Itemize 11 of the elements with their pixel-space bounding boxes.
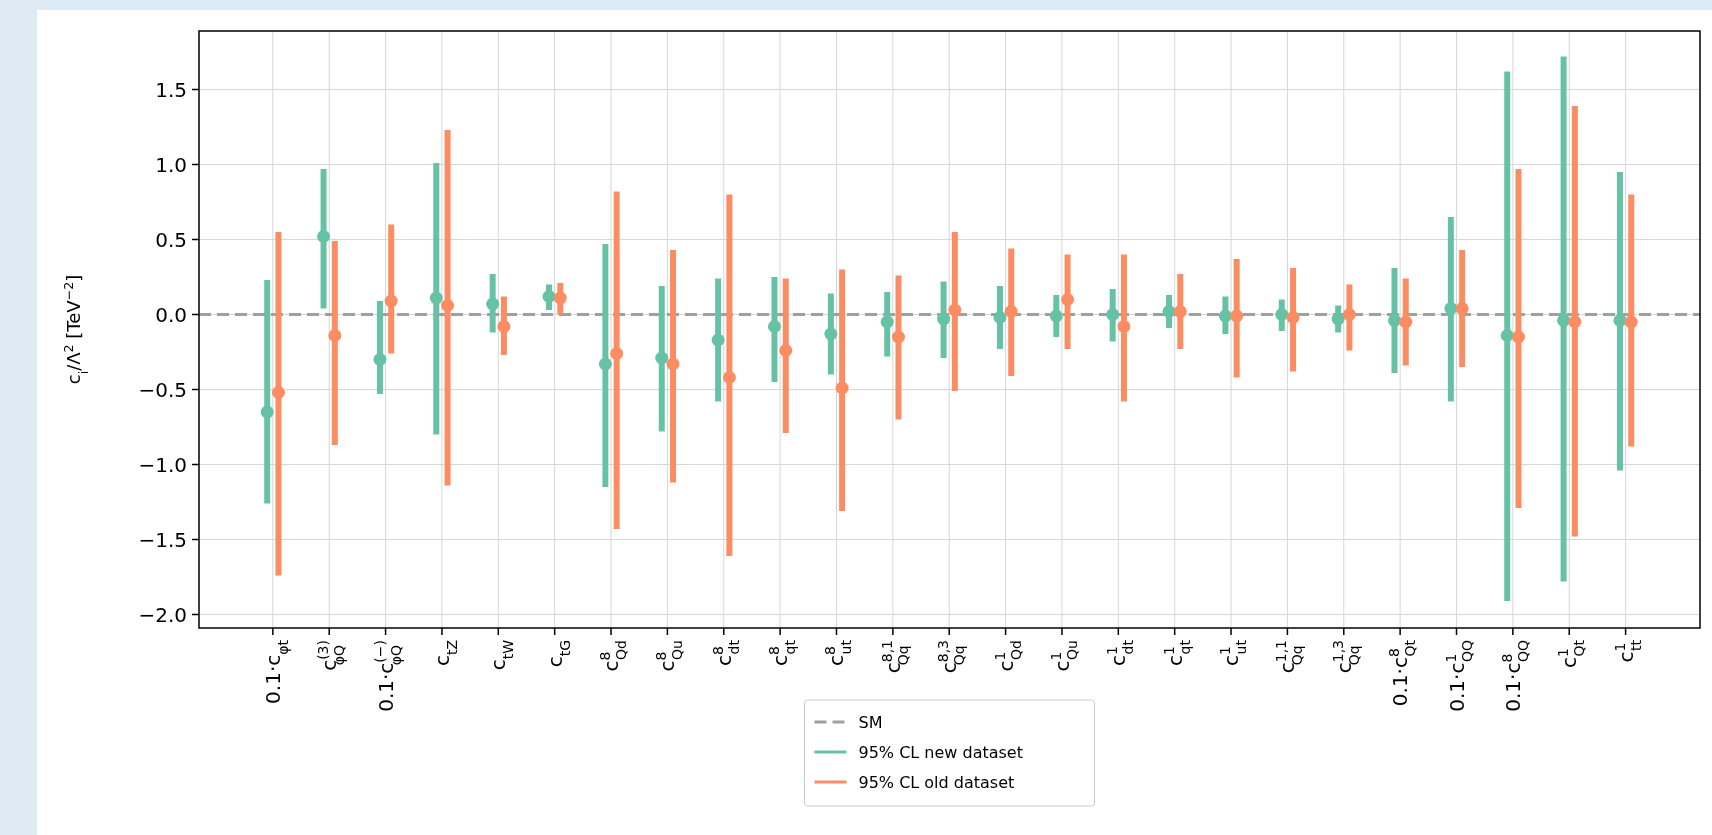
y-tick-label: −0.5	[138, 377, 187, 402]
legend-label: 95% CL new dataset	[858, 742, 1023, 762]
y-tick-label: −1.5	[138, 527, 187, 552]
y-tick-label: 0.0	[155, 302, 187, 327]
legend-label: 95% CL old dataset	[858, 772, 1015, 792]
legend-label: SM	[858, 712, 883, 732]
y-tick-label: −2.0	[138, 602, 187, 627]
y-tick-label: 1.0	[155, 152, 187, 177]
y-tick-label: 0.5	[155, 227, 187, 252]
y-tick-label: 1.5	[155, 77, 187, 102]
y-tick-label: −1.0	[138, 452, 187, 477]
